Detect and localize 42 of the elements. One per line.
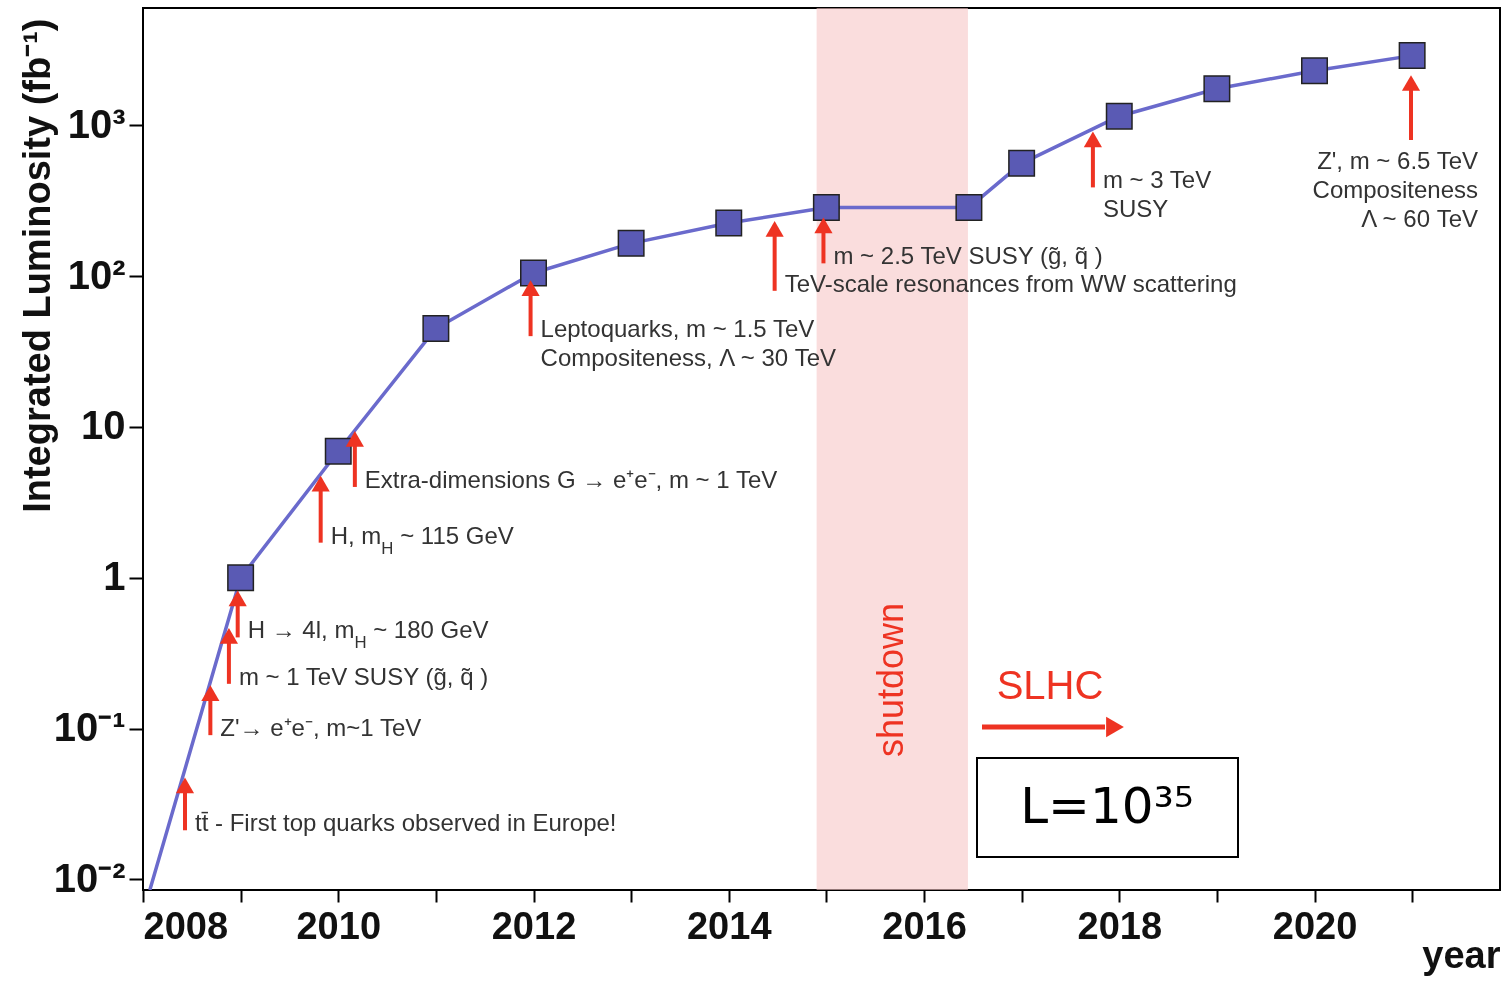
x-tick-label: 2008: [143, 904, 229, 947]
point: [617, 229, 645, 257]
annotation: Extra-dimensions G → e⁺e⁻, m ~ 1 TeV: [364, 465, 778, 493]
annotation: Leptoquarks, m ~ 1.5 TeV Compositeness, Λ ~ 30 TeV: [540, 315, 837, 372]
y-axis-title: Integrated Luminosity (fb⁻¹): [15, 18, 58, 513]
x-tick-label: 2016: [882, 904, 967, 947]
x-tick-label: 2014: [686, 904, 772, 947]
annotation: m ~ 1 TeV SUSY (g̃, q̃ ): [238, 662, 489, 690]
annotation: Z', m ~ 6.5 TeV Compositeness Λ ~ 60 TeV: [1312, 147, 1478, 232]
x-tick-label: 2020: [1272, 904, 1358, 947]
point: [715, 209, 743, 237]
annotation: TeV-scale resonances from WW scattering: [784, 269, 1237, 297]
annotation: m ~ 3 TeV SUSY: [1102, 166, 1212, 223]
annotation: L=10³⁵: [1020, 777, 1194, 835]
y-tick-label: 10⁻²: [53, 855, 126, 900]
y-tick-label: 10²: [67, 252, 126, 297]
point: [1105, 102, 1133, 130]
point: [520, 259, 547, 287]
x-tick-label: 2012: [491, 904, 577, 947]
band-label: shutdown: [870, 602, 912, 758]
annotation: SLHC: [996, 663, 1104, 707]
x-tick-label: 2010: [296, 904, 382, 947]
point: [812, 194, 840, 222]
x-tick-label: 2018: [1077, 904, 1163, 947]
x-axis-title: year: [1422, 933, 1501, 976]
point: [955, 194, 983, 222]
annotation: tt̄ - First top quarks observed in Europe!: [194, 809, 617, 837]
point: [422, 314, 450, 342]
point: [1398, 42, 1426, 70]
point: [1008, 149, 1036, 177]
annotation: H → 4l, m$_{H}$ ~ 180 GeV: [247, 616, 489, 652]
point: [1301, 57, 1329, 85]
y-tick-label: 10: [81, 403, 126, 448]
y-tick-label: 1: [103, 554, 126, 599]
point: [227, 564, 255, 592]
annotation: H, m$_{H}$ ~ 115 GeV: [330, 521, 514, 558]
annotation: Z'→ e⁺e⁻, m~1 TeV: [220, 714, 422, 742]
annotation: m ~ 2.5 TeV SUSY (g̃, q̃ ): [833, 242, 1103, 270]
y-tick-label: 10³: [67, 101, 126, 146]
point: [1203, 75, 1231, 103]
point: [324, 437, 352, 465]
y-tick-label: 10⁻¹: [53, 705, 126, 750]
